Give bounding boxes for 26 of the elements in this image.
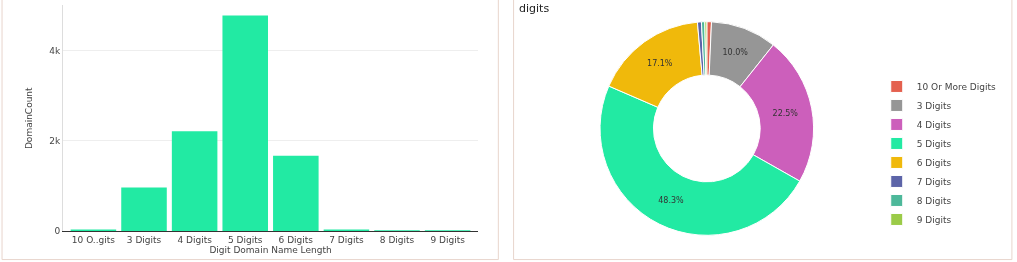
x-tick-label: 10 O..gits (71, 235, 116, 246)
legend-label: 5 Digits (916, 138, 952, 149)
x-tick-label: 6 Digits (278, 235, 314, 246)
legend-label: 6 Digits (916, 157, 952, 168)
legend-label: 8 Digits (916, 195, 952, 206)
y-tick-label: 2k (49, 135, 62, 146)
y-tick-label: 0 (54, 226, 61, 237)
legend-label: 9 Digits (916, 214, 952, 225)
chart-title: digits (519, 2, 550, 15)
x-tick-label: 3 Digits (126, 235, 162, 246)
data-label: 48.3% (658, 195, 685, 205)
x-tick-label: 4 Digits (177, 235, 213, 246)
data-label: 10.0% (722, 47, 749, 57)
legend-label: 4 Digits (916, 119, 952, 130)
x-tick-label: 7 Digits (329, 235, 364, 246)
data-label: 17.1% (647, 59, 673, 69)
x-tick-label: 8 Digits (379, 235, 415, 246)
legend-label: 7 Digits (916, 176, 952, 187)
x-axis-title: Digit Domain Name Length (209, 245, 332, 256)
y-tick-label: 4k (49, 45, 62, 56)
x-tick-label: 5 Digits (228, 235, 263, 246)
x-tick-label: 9 Digits (430, 235, 466, 246)
y-axis-title: DomainCount (23, 86, 34, 150)
legend-label: 3 Digits (916, 100, 952, 111)
legend-label: 10 Or More Digits (916, 81, 997, 92)
data-label: 22.5% (772, 108, 799, 118)
